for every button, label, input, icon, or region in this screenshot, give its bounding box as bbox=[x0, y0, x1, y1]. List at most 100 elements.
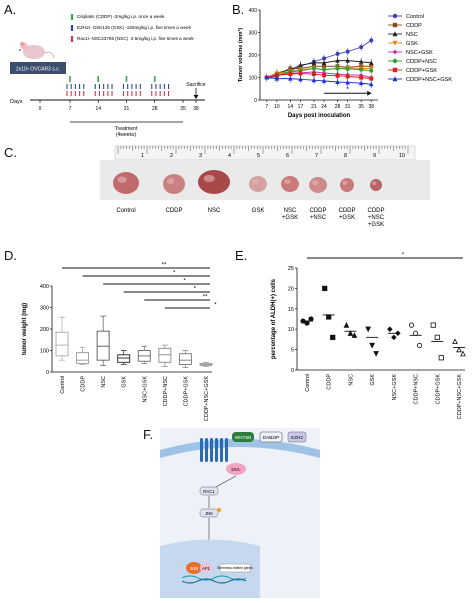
jnk-node bbox=[199, 508, 219, 518]
group-label-line: +GSK bbox=[282, 215, 298, 221]
series-point-0 bbox=[359, 45, 364, 50]
category-label-4: NSC+GSK bbox=[142, 376, 148, 403]
significance-label-0: ** bbox=[162, 263, 167, 269]
y-tick-label: 300 bbox=[249, 30, 258, 36]
group-label-5: CDDP +NSC bbox=[309, 208, 326, 221]
jun-node bbox=[186, 562, 202, 574]
significance-arrowhead bbox=[367, 90, 372, 96]
category-label-6: CDDP+GSK bbox=[183, 376, 189, 407]
tumor-highlight-3 bbox=[252, 179, 259, 184]
y-tick-label: 200 bbox=[249, 53, 258, 59]
series-point-2 bbox=[369, 60, 374, 65]
y-tick-label: 100 bbox=[40, 349, 49, 355]
box-2 bbox=[96, 330, 110, 361]
jun-label: JUN bbox=[190, 566, 199, 571]
tumor-5 bbox=[309, 177, 327, 193]
significance-label-2: * bbox=[183, 279, 186, 285]
legend-marker-5 bbox=[392, 58, 398, 64]
data-point-6 bbox=[434, 334, 440, 340]
y-tick-label: 400 bbox=[249, 8, 258, 14]
pathway-diagram: WNT5B DAB2IP EZH2 DVL RAC1 JNK JUN AP1 S… bbox=[160, 428, 320, 598]
tumor-2 bbox=[198, 170, 230, 194]
series-line-5 bbox=[266, 68, 372, 78]
data-point-3 bbox=[369, 342, 375, 349]
series-point-5 bbox=[359, 67, 364, 72]
panel-label-c: C. bbox=[4, 145, 17, 160]
series-point-5 bbox=[322, 67, 327, 72]
legend-text-1: EZH2i- GSK126 (GSK) -150mg/kg i.p. five … bbox=[77, 25, 192, 30]
rac1-label: RAC1 bbox=[203, 489, 215, 494]
day-tick-label-6: 38 bbox=[193, 106, 199, 112]
y-tick-label: 100 bbox=[249, 75, 258, 81]
panel-label-e: E. bbox=[235, 248, 248, 263]
group-label-7: CDDP +NSC +GSK bbox=[367, 208, 384, 228]
category-label-1: CDDP bbox=[81, 376, 87, 392]
y-tick-label: 200 bbox=[40, 327, 49, 333]
ruler-number: 4 bbox=[228, 153, 231, 159]
box-5 bbox=[158, 347, 172, 363]
series-point-2 bbox=[335, 58, 340, 63]
group-label-2: NSC bbox=[208, 208, 221, 214]
series-point-7 bbox=[298, 76, 303, 82]
y-tick-label: 300 bbox=[40, 306, 49, 312]
series-point-2 bbox=[345, 58, 350, 63]
day-tick-label-1: 7 bbox=[69, 106, 72, 112]
series-line-4 bbox=[266, 71, 372, 78]
treatment-label: Treatment bbox=[115, 126, 138, 132]
ezh2-label: EZH2 bbox=[291, 435, 303, 440]
tumor-6 bbox=[340, 178, 354, 192]
category-label-1: CDDP bbox=[327, 374, 333, 390]
y-tick-label: 20 bbox=[288, 286, 294, 292]
series-point-6 bbox=[322, 73, 327, 78]
series-point-6 bbox=[298, 71, 303, 76]
series-point-6 bbox=[369, 76, 374, 81]
data-point-7 bbox=[460, 350, 466, 357]
ezh2-node bbox=[287, 431, 307, 443]
series-point-6 bbox=[311, 72, 316, 77]
series-point-6 bbox=[335, 73, 340, 78]
series-point-7 bbox=[369, 81, 374, 87]
y-tick-label: 0 bbox=[291, 368, 294, 374]
wnt5b-label: WNT5B bbox=[235, 435, 252, 441]
tumor-1 bbox=[163, 174, 185, 194]
series-line-6 bbox=[266, 72, 372, 80]
series-point-5 bbox=[369, 68, 374, 73]
group-label-3: GSK bbox=[252, 208, 265, 214]
legend-label-0: Control bbox=[406, 14, 424, 20]
tumor-highlight-0 bbox=[117, 176, 127, 183]
day-tick-label-2: 14 bbox=[95, 106, 101, 112]
group-label-6: CDDP +GSK bbox=[338, 208, 355, 221]
series-point-6 bbox=[359, 75, 364, 80]
legend-label-3: GSK bbox=[406, 41, 418, 47]
category-label-6: CDDP+GSK bbox=[435, 374, 441, 405]
x-tick-label: 35 bbox=[358, 104, 364, 110]
tumor-volume-chart: 0 100 200 300 400 7 10 14 17 21 24 28 31 35 38 Days pos… bbox=[237, 8, 452, 119]
series-point-2 bbox=[358, 59, 364, 64]
series-point-5 bbox=[311, 66, 316, 71]
category-label-2: NSC bbox=[101, 376, 107, 388]
x-tick-label: 38 bbox=[368, 104, 374, 110]
series-point-7 bbox=[345, 79, 350, 85]
legend-marker-1 bbox=[392, 22, 398, 28]
panel-a-svg: Cisplatin (CDDP) -2mg/kg i.p. once a wee… bbox=[10, 14, 206, 138]
day-tick-label-4: 28 bbox=[152, 106, 158, 112]
group-label-line: CDDP bbox=[309, 208, 326, 214]
significance-label-4: ** bbox=[203, 295, 208, 301]
group-label-line: +NSC bbox=[368, 215, 385, 221]
cells-box bbox=[10, 62, 66, 74]
sacrifice-arrowhead bbox=[193, 95, 199, 99]
data-point-2 bbox=[343, 322, 350, 328]
data-point-2 bbox=[347, 330, 354, 336]
group-label-line: NSC bbox=[208, 208, 221, 214]
group-label-line: +GSK bbox=[368, 222, 384, 228]
panel-label-d: D. bbox=[4, 248, 17, 263]
legend-text-0: Cisplatin (CDDP) -2mg/kg i.p. once a wee… bbox=[77, 14, 165, 19]
group-label-4: NSC +GSK bbox=[282, 208, 298, 221]
legend-label-2: NSC bbox=[406, 32, 418, 38]
dvl-label: DVL bbox=[231, 467, 241, 473]
group-label-1: CDDP bbox=[165, 208, 182, 214]
dvl-node bbox=[226, 463, 246, 475]
ap1-label: AP1 bbox=[202, 566, 211, 571]
data-point-1 bbox=[330, 334, 336, 340]
series-point-0 bbox=[369, 38, 374, 43]
